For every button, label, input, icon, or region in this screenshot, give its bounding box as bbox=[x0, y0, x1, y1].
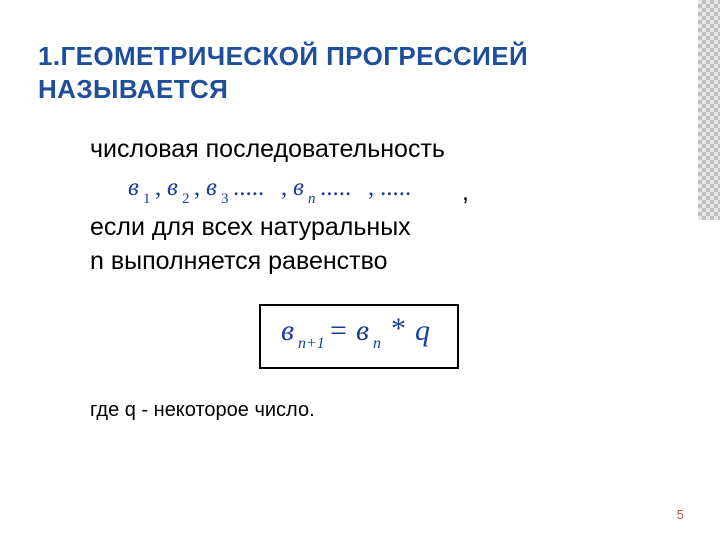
line2: если для всех натуральных bbox=[90, 211, 658, 245]
svg-text:n+1: n+1 bbox=[298, 335, 325, 352]
recurrence-formula: вn+1=вn*q bbox=[279, 314, 439, 352]
formula-box: вn+1=вn*q bbox=[259, 304, 459, 369]
svg-text:*: * bbox=[391, 314, 406, 345]
svg-text:.....: ..... bbox=[380, 174, 411, 201]
svg-text:в: в bbox=[356, 314, 369, 347]
line1: числовая последовательность bbox=[90, 133, 658, 167]
sequence-row: в1,в2,в3.....,вn.....,..... , bbox=[90, 173, 658, 207]
svg-text:1: 1 bbox=[143, 191, 151, 207]
sequence-formula: в1,в2,в3.....,вn.....,..... bbox=[128, 173, 432, 207]
svg-text:в: в bbox=[128, 174, 139, 201]
stripe-white bbox=[698, 220, 720, 540]
svg-text:в: в bbox=[293, 174, 304, 201]
formula-row: вn+1=вn*q bbox=[60, 304, 658, 369]
checker-pattern bbox=[698, 0, 720, 220]
svg-text:=: = bbox=[330, 314, 347, 347]
decorative-right-stripe bbox=[698, 0, 720, 540]
svg-text:,: , bbox=[194, 174, 200, 201]
svg-text:2: 2 bbox=[182, 191, 190, 207]
comma-after-sequence: , bbox=[462, 178, 469, 207]
body-block: числовая последовательность в1,в2,в3....… bbox=[90, 133, 658, 422]
svg-text:,: , bbox=[155, 174, 161, 201]
svg-text:в: в bbox=[206, 174, 217, 201]
svg-text:в: в bbox=[167, 174, 178, 201]
svg-text:q: q bbox=[415, 314, 430, 347]
svg-text:3: 3 bbox=[221, 191, 229, 207]
line3: n выполняется равенство bbox=[90, 245, 658, 279]
svg-text:n: n bbox=[308, 191, 316, 207]
svg-text:.....: ..... bbox=[233, 174, 264, 201]
svg-text:n: n bbox=[373, 335, 381, 352]
svg-text:,: , bbox=[368, 174, 374, 201]
svg-text:в: в bbox=[281, 314, 294, 347]
page-number: 5 bbox=[677, 507, 684, 522]
svg-text:,: , bbox=[281, 174, 287, 201]
slide-title: 1.ГЕОМЕТРИЧЕСКОЙ ПРОГРЕССИЕЙ НАЗЫВАЕТСЯ bbox=[38, 40, 658, 105]
footnote: где q - некоторое число. bbox=[90, 399, 658, 422]
slide-content: 1.ГЕОМЕТРИЧЕСКОЙ ПРОГРЕССИЕЙ НАЗЫВАЕТСЯ … bbox=[38, 40, 658, 422]
svg-text:.....: ..... bbox=[320, 174, 351, 201]
